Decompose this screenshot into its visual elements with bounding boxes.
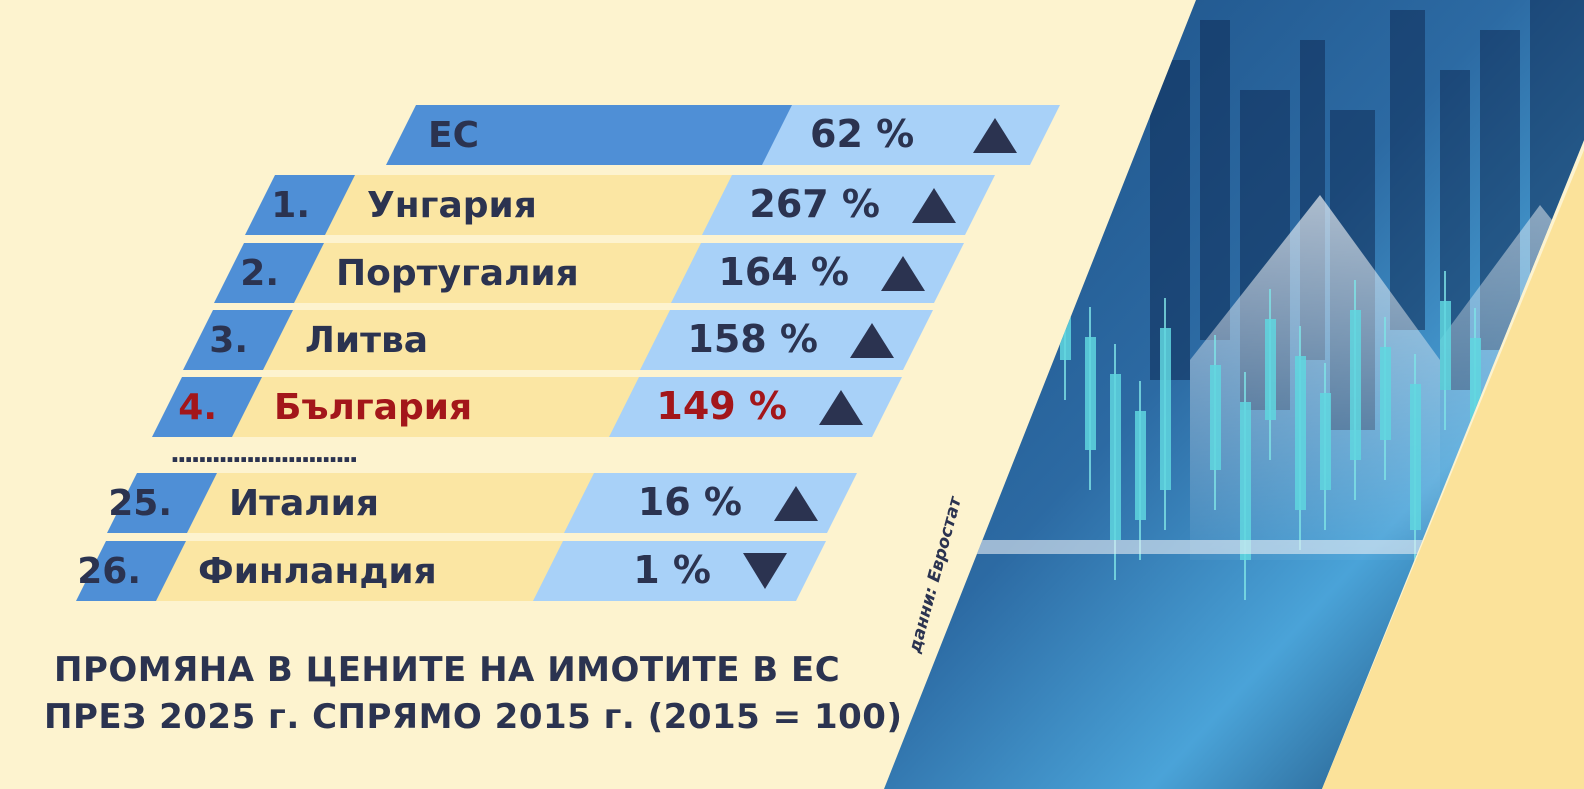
up-arrow-icon bbox=[850, 323, 894, 358]
candlestick-decoration bbox=[1060, 270, 1511, 600]
rank-label: 4. bbox=[178, 387, 217, 428]
rank-label: 2. bbox=[240, 253, 279, 294]
country-label: Италия bbox=[229, 483, 379, 524]
country-label: Финландия bbox=[198, 551, 437, 592]
up-arrow-icon bbox=[912, 188, 956, 223]
country-label: ЕС bbox=[428, 115, 479, 156]
arrow-shape-decoration bbox=[1190, 195, 1440, 560]
up-arrow-icon bbox=[774, 486, 818, 521]
value-label: 149 % bbox=[656, 384, 787, 428]
chart-title-line-2: ПРЕЗ 2025 г. СПРЯМО 2015 г. (2015 = 100) bbox=[44, 697, 903, 737]
country-label: Унгария bbox=[367, 185, 537, 226]
country-cell bbox=[294, 243, 729, 303]
row-25: 25. Италия 16 % bbox=[107, 473, 857, 533]
rank-label: 25. bbox=[108, 483, 172, 524]
rank-label: 26. bbox=[77, 551, 141, 592]
row-2: 2. Португалия 164 % bbox=[214, 243, 964, 303]
value-label: 62 % bbox=[810, 112, 914, 156]
city-chart-photo bbox=[884, 0, 1584, 789]
country-cell bbox=[156, 541, 591, 601]
chart-title-line-1: ПРОМЯНА В ЦЕНИТЕ НА ИМОТИТЕ В ЕС bbox=[54, 650, 841, 690]
row-26: 26. Финландия 1 % bbox=[76, 541, 826, 601]
row-3: 3. Литва 158 % bbox=[183, 310, 933, 370]
rank-label: 3. bbox=[209, 320, 248, 361]
country-label: Португалия bbox=[336, 253, 579, 294]
country-cell bbox=[386, 105, 820, 165]
country-cell bbox=[232, 377, 667, 437]
value-label: 164 % bbox=[718, 250, 849, 294]
country-cell bbox=[187, 473, 622, 533]
value-label: 16 % bbox=[638, 480, 742, 524]
up-arrow-icon bbox=[881, 256, 925, 291]
row-eu-total: ЕС 62 % bbox=[386, 105, 1060, 165]
down-arrow-icon bbox=[743, 553, 787, 589]
corner-wedge bbox=[1322, 150, 1584, 789]
rank-label: 1. bbox=[271, 185, 310, 226]
row-4: 4. България 149 % bbox=[152, 377, 902, 437]
row-1: 1. Унгария 267 % bbox=[245, 175, 995, 235]
value-label: 267 % bbox=[749, 182, 880, 226]
country-cell bbox=[263, 310, 698, 370]
country-label: Литва bbox=[305, 320, 428, 361]
value-label: 1 % bbox=[633, 548, 711, 592]
country-label: България bbox=[274, 387, 472, 428]
up-arrow-icon bbox=[819, 390, 863, 425]
country-cell bbox=[325, 175, 760, 235]
rank-gap-separator: ........................... bbox=[170, 439, 357, 469]
up-arrow-icon bbox=[973, 118, 1017, 153]
value-label: 158 % bbox=[687, 317, 818, 361]
